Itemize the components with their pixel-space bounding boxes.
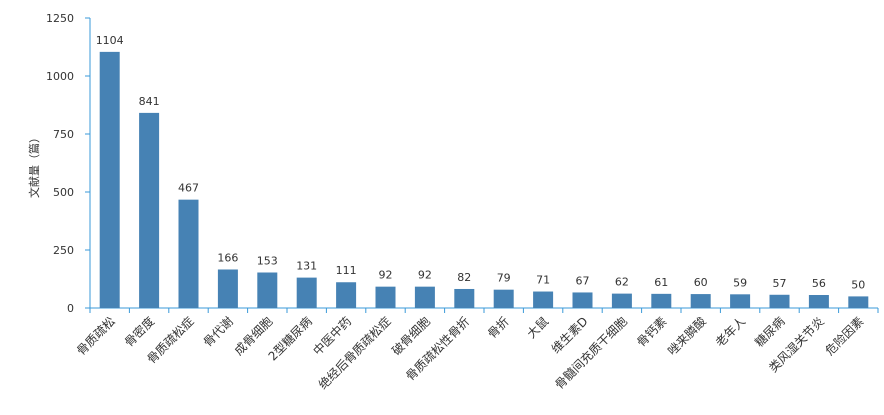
bar[interactable]	[178, 199, 199, 308]
bar-value-label: 92	[379, 269, 393, 282]
y-axis-label: 文献量（篇）	[27, 132, 41, 198]
x-tick-label: 危险因素	[822, 314, 867, 359]
y-tick-label: 750	[53, 128, 74, 141]
x-tick-label: 唑来膦酸	[664, 314, 709, 359]
x-tick-label: 老年人	[713, 314, 748, 349]
y-tick-label: 0	[67, 302, 74, 315]
bar[interactable]	[217, 269, 238, 308]
bar[interactable]	[730, 294, 751, 308]
bar[interactable]	[769, 294, 790, 308]
bar[interactable]	[651, 293, 672, 308]
bar[interactable]	[257, 272, 278, 308]
bar-value-label: 841	[139, 95, 160, 108]
bar-value-label: 61	[654, 276, 668, 289]
x-tick-label: 大鼠	[524, 314, 551, 341]
bar-value-label: 92	[418, 269, 432, 282]
bar[interactable]	[296, 277, 317, 308]
bar[interactable]	[336, 282, 357, 308]
bar[interactable]	[611, 293, 632, 308]
x-tick-label: 骨髓间充质干细胞	[552, 314, 630, 392]
bar-value-label: 56	[812, 277, 826, 290]
bar-value-label: 57	[773, 277, 787, 290]
bar-value-label: 467	[178, 182, 199, 195]
bar-value-label: 82	[457, 271, 471, 284]
bar-value-label: 60	[694, 276, 708, 289]
bar[interactable]	[533, 291, 554, 308]
bar[interactable]	[690, 294, 711, 308]
bar-value-label: 111	[336, 264, 357, 277]
bar[interactable]	[99, 51, 120, 308]
x-tick-label: 骨质疏松	[73, 314, 118, 359]
bar[interactable]	[414, 286, 435, 308]
bar[interactable]	[375, 286, 396, 308]
x-tick-label: 2型糖尿病	[265, 314, 315, 364]
bar[interactable]	[139, 112, 160, 308]
bar[interactable]	[454, 288, 475, 308]
bar-value-label: 1104	[96, 34, 124, 47]
bar-value-label: 62	[615, 276, 629, 289]
y-tick-label: 1000	[46, 70, 74, 83]
bar-value-label: 67	[576, 274, 590, 287]
bars-group: 1104 841 467 166 153 131 111 92 92 82 79 71 67 62 61 60…	[96, 34, 869, 308]
bar-value-label: 166	[217, 251, 238, 264]
x-tick-label: 绝经后骨质疏松症	[315, 314, 393, 392]
bar-value-label: 71	[536, 274, 550, 287]
bar-value-label: 50	[851, 278, 865, 291]
bar[interactable]	[493, 289, 514, 308]
y-tick-label: 1250	[46, 12, 74, 25]
x-tick-label: 骨代谢	[200, 314, 236, 350]
bar[interactable]	[572, 292, 593, 308]
y-tick-label: 250	[53, 244, 74, 257]
bar[interactable]	[808, 295, 829, 308]
x-tick-label: 骨钙素	[634, 314, 669, 349]
x-tick-label: 骨密度	[121, 314, 157, 350]
bar[interactable]	[848, 296, 869, 308]
x-tick-label: 糖尿病	[752, 314, 788, 350]
bar-value-label: 79	[497, 272, 511, 285]
x-tick-label: 骨折	[484, 314, 512, 342]
y-axis: 0 250 500 750 1000 1250	[46, 12, 91, 315]
bar-value-label: 153	[257, 255, 278, 268]
bar-value-label: 59	[733, 276, 747, 289]
y-tick-label: 500	[53, 186, 74, 199]
bar-value-label: 131	[296, 260, 317, 273]
